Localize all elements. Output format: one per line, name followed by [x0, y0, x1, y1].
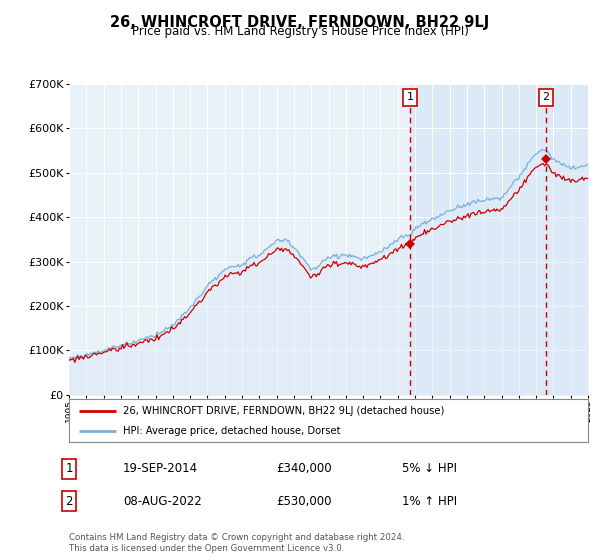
Text: Contains HM Land Registry data © Crown copyright and database right 2024.
This d: Contains HM Land Registry data © Crown c…	[69, 533, 404, 553]
Text: 5% ↓ HPI: 5% ↓ HPI	[402, 462, 457, 475]
Text: 2: 2	[542, 92, 550, 102]
Text: 1: 1	[407, 92, 413, 102]
Text: HPI: Average price, detached house, Dorset: HPI: Average price, detached house, Dors…	[124, 426, 341, 436]
Text: £340,000: £340,000	[276, 462, 332, 475]
Text: 2: 2	[65, 494, 73, 508]
Text: 1% ↑ HPI: 1% ↑ HPI	[402, 494, 457, 508]
Bar	[410, 84, 588, 395]
Text: 26, WHINCROFT DRIVE, FERNDOWN, BH22 9LJ (detached house): 26, WHINCROFT DRIVE, FERNDOWN, BH22 9LJ …	[124, 405, 445, 416]
Text: 19-SEP-2014: 19-SEP-2014	[123, 462, 198, 475]
Text: 1: 1	[65, 462, 73, 475]
Text: 08-AUG-2022: 08-AUG-2022	[123, 494, 202, 508]
Text: £530,000: £530,000	[276, 494, 331, 508]
Text: 26, WHINCROFT DRIVE, FERNDOWN, BH22 9LJ: 26, WHINCROFT DRIVE, FERNDOWN, BH22 9LJ	[110, 15, 490, 30]
Text: Price paid vs. HM Land Registry's House Price Index (HPI): Price paid vs. HM Land Registry's House …	[131, 25, 469, 38]
